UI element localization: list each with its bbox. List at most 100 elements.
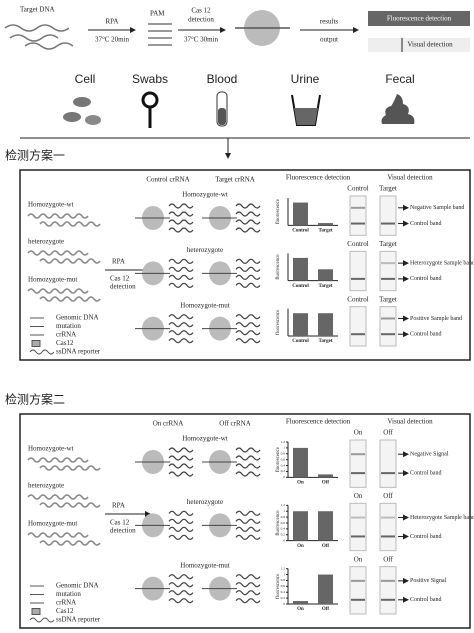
- reporter: [168, 447, 194, 453]
- y-tick-label: 1: [283, 446, 285, 450]
- reporter: [235, 211, 261, 217]
- reporter: [235, 322, 261, 328]
- amplicons: [148, 23, 172, 46]
- fluorescence: Fluorescence detection: [387, 15, 452, 23]
- fluorescence-title: Fluorescence detection: [286, 174, 351, 182]
- visual-header: Off: [383, 429, 393, 437]
- dna: [27, 288, 101, 302]
- reporter: [235, 314, 261, 320]
- legend-label: crRNA: [56, 331, 76, 339]
- dna: [27, 213, 101, 227]
- reporter: [168, 590, 194, 596]
- legend-label: Cas12: [56, 607, 74, 615]
- row-genotype: Homozygote-wt: [182, 191, 228, 199]
- cas12: Cas 12: [110, 519, 130, 527]
- reporter: [168, 258, 194, 264]
- band-label: Heterozygote Sample band: [410, 515, 474, 521]
- x-tick-label: Off: [322, 544, 330, 549]
- visual-header: Off: [383, 492, 393, 500]
- dna: [27, 457, 101, 471]
- cas12: Cas 12: [191, 7, 211, 15]
- reporter: [168, 274, 194, 280]
- strip: [349, 439, 367, 488]
- reporter: [168, 227, 194, 233]
- visual-header: Control: [347, 185, 368, 193]
- reporter: [235, 227, 261, 233]
- rpa: RPA: [106, 18, 119, 26]
- band-label: Negative Signal: [410, 452, 449, 458]
- x-tick-label: Control: [292, 339, 309, 344]
- reporter: [235, 463, 261, 469]
- reporter: [235, 330, 261, 336]
- y-tick-label: 1: [283, 572, 285, 576]
- strip: [379, 566, 397, 615]
- strip: [379, 195, 397, 236]
- x-tick-label: On: [297, 607, 304, 612]
- y-tick-label: 1.2: [281, 440, 286, 444]
- row-genotype: heterozygote: [187, 246, 223, 254]
- legend-icon: [29, 617, 55, 623]
- detection: detection: [110, 527, 136, 535]
- bar: [318, 474, 333, 478]
- reporter: [235, 258, 261, 264]
- x-tick-label: Control: [292, 228, 309, 233]
- reporter: [168, 574, 194, 580]
- x-tick-label: Target: [319, 228, 333, 233]
- cas12: Cas 12: [110, 275, 130, 283]
- y-axis-label: fluorescence: [276, 309, 281, 335]
- y-tick-label: 0.8: [281, 515, 286, 519]
- rpa-condition: 37°C 20min: [95, 36, 130, 44]
- reporter: [168, 518, 194, 524]
- reporter: [235, 274, 261, 280]
- y-axis-label: fluorescence: [276, 198, 281, 224]
- reporter: [235, 526, 261, 532]
- scheme-title: 检测方案一: [5, 148, 65, 163]
- reporter: [168, 314, 194, 320]
- row-genotype: heterozygote: [187, 498, 223, 506]
- x-tick-label: Control: [292, 284, 309, 289]
- sample-label: Fecal: [385, 72, 414, 86]
- reporter: [235, 518, 261, 524]
- y-tick-label: 1.2: [281, 566, 286, 570]
- row-genotype: Homozygote-mut: [180, 301, 229, 309]
- visual-header: Control: [347, 240, 368, 248]
- strip: [349, 306, 367, 347]
- probe-header: Control crRNA: [146, 176, 189, 184]
- scheme-box: [19, 413, 471, 629]
- visual: Visual detection: [407, 41, 453, 49]
- legend-icon: [31, 340, 41, 347]
- band-label: Negative Sample band: [410, 205, 464, 211]
- visual-title: Visual detection: [387, 418, 433, 426]
- reporter: [235, 338, 261, 344]
- y-tick-label: 0: [283, 538, 285, 542]
- y-axis-label: fluorescence: [276, 446, 281, 472]
- sample-label: Blood: [207, 72, 238, 86]
- dna: [27, 532, 101, 546]
- visual-header: Target: [379, 185, 397, 193]
- reporter: [235, 203, 261, 209]
- strip: [349, 195, 367, 236]
- reporter: [235, 510, 261, 516]
- sample-label: Swabs: [132, 72, 168, 86]
- y-tick-label: 0.2: [281, 469, 286, 473]
- band-label: Control band: [410, 221, 442, 227]
- genotype-label: Homozygote-wt: [28, 445, 74, 453]
- band-label: Positive Signal: [410, 578, 447, 584]
- strip: [349, 502, 367, 552]
- genotype-label: Homozygote-mut: [28, 520, 77, 528]
- legend-label: Cas12: [56, 339, 74, 347]
- genotype-label: heterozygote: [28, 482, 64, 490]
- bar: [293, 202, 308, 226]
- detection: detection: [188, 16, 214, 24]
- visual-title: Visual detection: [387, 174, 433, 182]
- reporter: [168, 471, 194, 477]
- reporter: [235, 219, 261, 225]
- reporter: [168, 211, 194, 217]
- reporter: [168, 330, 194, 336]
- probe-header: Target crRNA: [215, 176, 255, 184]
- reporter: [168, 282, 194, 288]
- reporter: [168, 534, 194, 540]
- results: results: [320, 18, 339, 26]
- band-label: Control band: [410, 332, 442, 338]
- visual-header: Target: [379, 295, 397, 303]
